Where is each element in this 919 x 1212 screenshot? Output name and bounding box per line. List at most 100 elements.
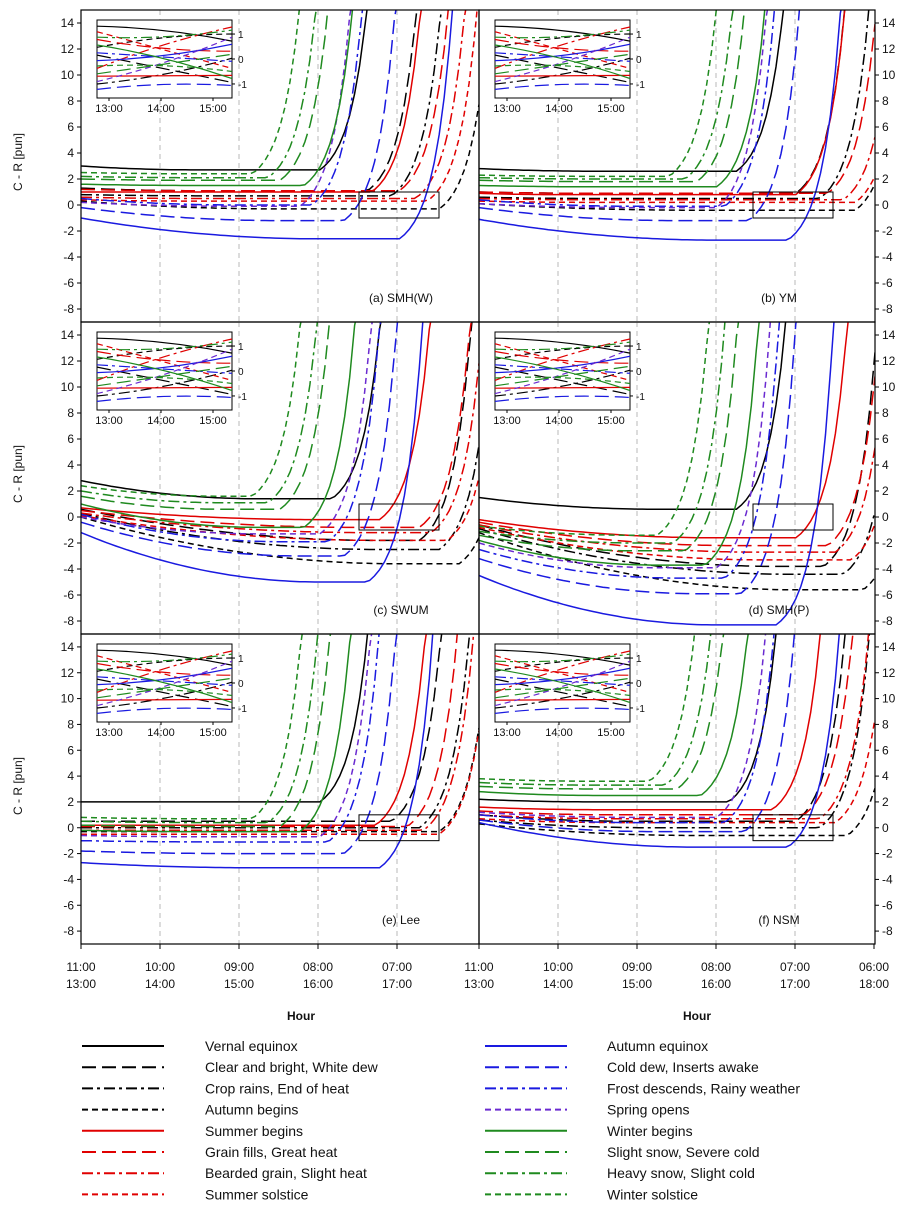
inset-y-tick-label: 1 — [636, 654, 642, 665]
inset-series-line — [495, 355, 630, 374]
series-line — [81, 445, 479, 551]
zoom-box — [358, 503, 440, 531]
legend-label: Winter begins — [607, 1123, 693, 1139]
series-line — [479, 10, 746, 183]
legend-item: Frost descends, Rainy weather — [485, 1080, 800, 1096]
series-line — [479, 10, 846, 196]
inset-series-line — [495, 337, 630, 354]
series-line — [479, 634, 846, 823]
legend-item: Clear and bright, White dew — [82, 1059, 379, 1075]
inset-series-line — [97, 356, 232, 392]
legend-label: Summer solstice — [205, 1186, 309, 1202]
inset-series-line — [495, 677, 630, 699]
y-tick-label: 4 — [882, 146, 889, 160]
inset-y-tick-label: 0 — [238, 367, 244, 378]
y-tick-label: 6 — [67, 120, 74, 134]
inset-series-line — [97, 44, 232, 80]
series-line — [81, 10, 443, 197]
series-group — [479, 10, 875, 241]
y-tick-label: 0 — [882, 821, 889, 835]
y-tick-label: -2 — [63, 224, 74, 238]
inset-series-line — [495, 364, 630, 374]
inset-series-line — [495, 43, 630, 62]
inset-x-tick-label: 14:00 — [147, 727, 175, 739]
legend-label: Autumn equinox — [607, 1038, 708, 1054]
y-tick-label: 0 — [882, 198, 889, 212]
x-tick-label: 15:00 — [224, 977, 254, 991]
x-tick-label: 18:00 — [859, 977, 889, 991]
series-group — [81, 322, 479, 583]
inset-series-line — [97, 369, 232, 397]
y-tick-label: 10 — [882, 68, 896, 82]
inset-x-tick-label: 13:00 — [493, 415, 521, 427]
inset-series-line — [495, 343, 630, 381]
x-tick-label: 07:00 — [382, 960, 412, 974]
inset-series-line — [495, 74, 630, 77]
legend-label: Winter solstice — [607, 1186, 698, 1202]
inset-series-group — [495, 649, 630, 714]
y-tick-label: 8 — [882, 406, 889, 420]
x-tick-label: 10:00 — [145, 960, 175, 974]
inset-series-group — [97, 649, 232, 714]
y-tick-label: 10 — [882, 692, 896, 706]
inset-x-tick-label: 15:00 — [199, 415, 227, 427]
inset-series-line — [495, 678, 630, 707]
legend-item: Slight snow, Severe cold — [485, 1144, 760, 1160]
y-tick-label: 6 — [882, 743, 889, 757]
inset-series-line — [495, 688, 630, 697]
series-line — [479, 322, 797, 595]
inset-series-line — [495, 44, 630, 80]
inset-series-line — [97, 676, 232, 686]
inset-series-line — [97, 668, 232, 704]
inset-x-tick-label: 15:00 — [199, 727, 227, 739]
series-line — [81, 727, 479, 833]
x-tick-label: 08:00 — [701, 960, 731, 974]
inset-series-line — [97, 29, 232, 39]
series-line — [81, 322, 382, 543]
inset-series-line — [495, 33, 630, 48]
y-tick-label: 14 — [882, 640, 896, 654]
inset-series-line — [97, 660, 232, 707]
series-line — [479, 531, 875, 591]
y-tick-label: -4 — [63, 872, 74, 886]
inset-series-line — [97, 653, 232, 663]
series-line — [479, 787, 875, 837]
legend-item: Autumn equinox — [485, 1038, 708, 1054]
legend-label: Crop rains, End of heat — [205, 1080, 349, 1096]
inset-series-line — [97, 366, 232, 395]
x-tick-label: 16:00 — [701, 977, 731, 991]
legend-item: Autumn begins — [82, 1102, 298, 1118]
legend-label: Heavy snow, Slight cold — [607, 1165, 755, 1181]
series-line — [479, 634, 854, 816]
y-tick-label: -4 — [882, 872, 893, 886]
series-line — [81, 634, 475, 832]
inset-y-tick-label: -1 — [238, 80, 247, 91]
inset-series-line — [495, 83, 630, 90]
y-tick-label: 0 — [882, 510, 889, 524]
series-line — [479, 322, 835, 626]
inset-y-tick-label: 1 — [636, 30, 642, 41]
series-line — [479, 322, 711, 536]
x-axis-label-right: Hour — [683, 1009, 711, 1023]
series-line — [81, 634, 352, 833]
series-line — [479, 322, 760, 566]
inset-x-tick-label: 13:00 — [95, 727, 123, 739]
y-tick-label: -2 — [882, 224, 893, 238]
inset-series-group — [495, 25, 630, 90]
series-line — [479, 24, 875, 195]
x-tick-label: 17:00 — [382, 977, 412, 991]
x-tick-label: 08:00 — [303, 960, 333, 974]
y-tick-label: 8 — [882, 94, 889, 108]
y-tick-label: 2 — [882, 172, 889, 186]
y-tick-label: -2 — [63, 536, 74, 550]
x-tick-label: 07:00 — [780, 960, 810, 974]
inset-series-line — [495, 681, 630, 709]
x-tick-label: 11:00 — [66, 960, 95, 974]
inset-series-line — [97, 338, 232, 381]
series-line — [81, 322, 357, 529]
inset-series-line — [97, 43, 232, 62]
series-line — [479, 175, 875, 204]
